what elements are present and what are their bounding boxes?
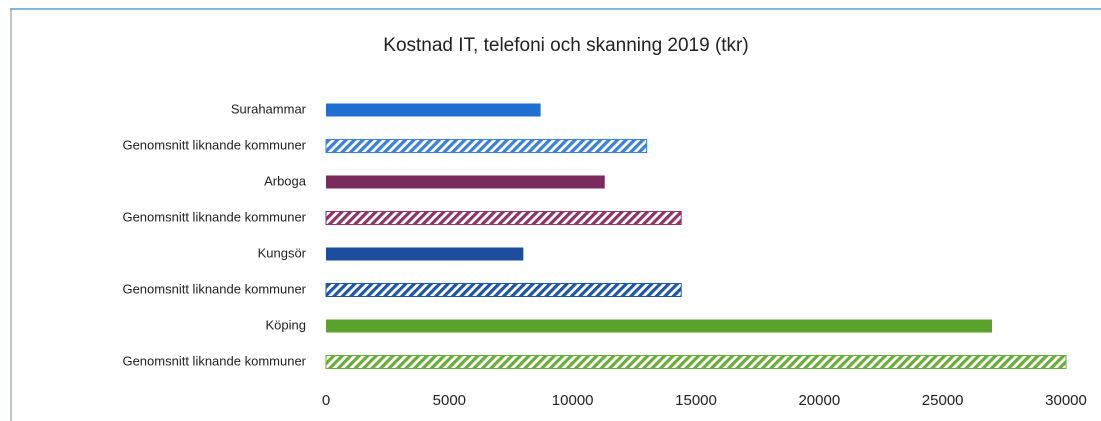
y-tick-label: Köping [266, 317, 306, 332]
y-tick-label: Genomsnitt liknande kommuner [122, 137, 306, 152]
bar [325, 139, 648, 153]
y-tick-label: Kungsör [258, 245, 307, 260]
y-tick-label: Genomsnitt liknande kommuner [122, 209, 306, 224]
x-tick-label: 0 [322, 392, 330, 409]
y-tick-label: Genomsnitt liknande kommuner [122, 281, 306, 296]
bar [325, 283, 682, 297]
chart-title: Kostnad IT, telefoni och skanning 2019 (… [383, 35, 748, 56]
bar [325, 211, 682, 225]
y-tick-label: Surahammar [231, 101, 307, 116]
y-tick-label: Arboga [264, 173, 307, 188]
x-tick-label: 20000 [798, 392, 840, 409]
x-tick-label: 5000 [433, 392, 466, 409]
x-tick-label: 10000 [552, 392, 594, 409]
x-tick-label: 25000 [922, 392, 964, 409]
bar [326, 103, 541, 117]
bar [326, 319, 992, 333]
bar [326, 247, 524, 261]
x-tick-label: 30000 [1045, 392, 1087, 409]
bar [326, 175, 605, 189]
bar [325, 355, 1067, 369]
y-tick-label: Genomsnitt liknande kommuner [122, 353, 306, 368]
x-tick-label: 15000 [675, 392, 717, 409]
